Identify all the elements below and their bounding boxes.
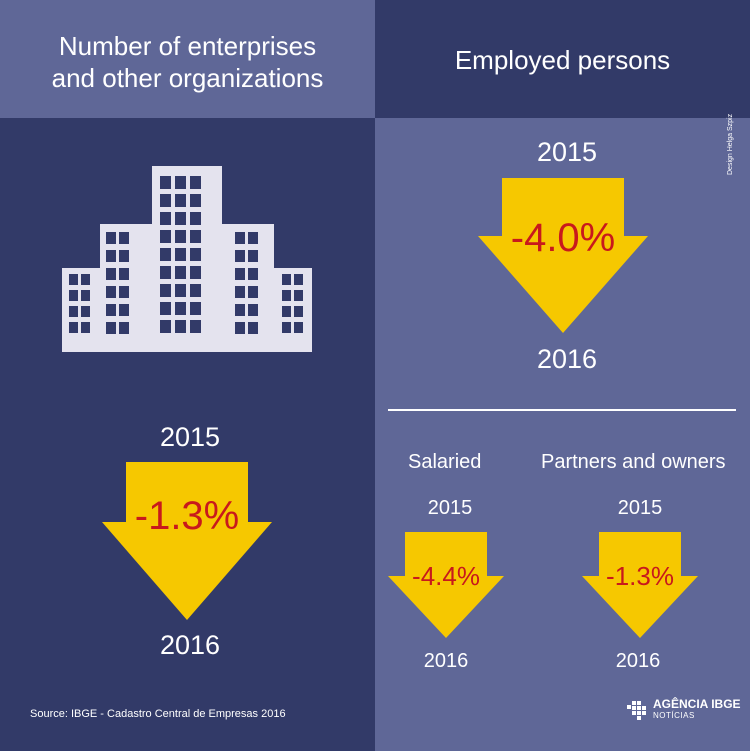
- partners-down-arrow-icon: [582, 532, 698, 638]
- salaried-year-from: 2015: [427, 497, 473, 519]
- partners-label: Partners and owners: [541, 451, 726, 473]
- salaried-label: Salaried: [408, 451, 482, 473]
- employed-title: Employed persons: [454, 45, 671, 75]
- partners-year-to: 2016: [615, 650, 661, 672]
- enterprises-year-to: 2016: [159, 630, 221, 660]
- partners-change: -1.3%: [606, 561, 674, 591]
- employed-change: -4.0%: [510, 216, 616, 260]
- enterprises-change: -1.3%: [134, 494, 240, 538]
- partners-year-from: 2015: [617, 497, 663, 519]
- enterprises-down-arrow-icon: [102, 462, 272, 620]
- enterprises-title-line1: Number of enterprises: [58, 31, 317, 61]
- design-credit: Design Helga Szpiz: [727, 113, 734, 175]
- employed-header: [375, 0, 750, 118]
- section-divider: [388, 409, 736, 411]
- employed-down-arrow-icon: [478, 178, 648, 333]
- enterprises-title: Number of enterprises and other organiza…: [0, 30, 375, 94]
- logo-subtitle: NOTÍCIAS: [653, 711, 695, 720]
- source-note: Source: IBGE - Cadastro Central de Empre…: [30, 708, 286, 720]
- enterprises-title-line2: and other organizations: [51, 63, 324, 93]
- salaried-year-to: 2016: [423, 650, 469, 672]
- ibge-logo-icon: [627, 701, 646, 720]
- agencia-ibge-logo: AGÊNCIA IBGE NOTÍCIAS: [627, 697, 741, 723]
- building-icon: [62, 166, 312, 352]
- employed-year-from: 2015: [536, 137, 598, 167]
- salaried-change: -4.4%: [412, 561, 480, 591]
- employed-year-to: 2016: [536, 344, 598, 374]
- enterprises-header: [0, 0, 375, 118]
- enterprises-year-from: 2015: [159, 422, 221, 452]
- salaried-down-arrow-icon: [388, 532, 504, 638]
- logo-name: AGÊNCIA IBGE: [653, 697, 741, 711]
